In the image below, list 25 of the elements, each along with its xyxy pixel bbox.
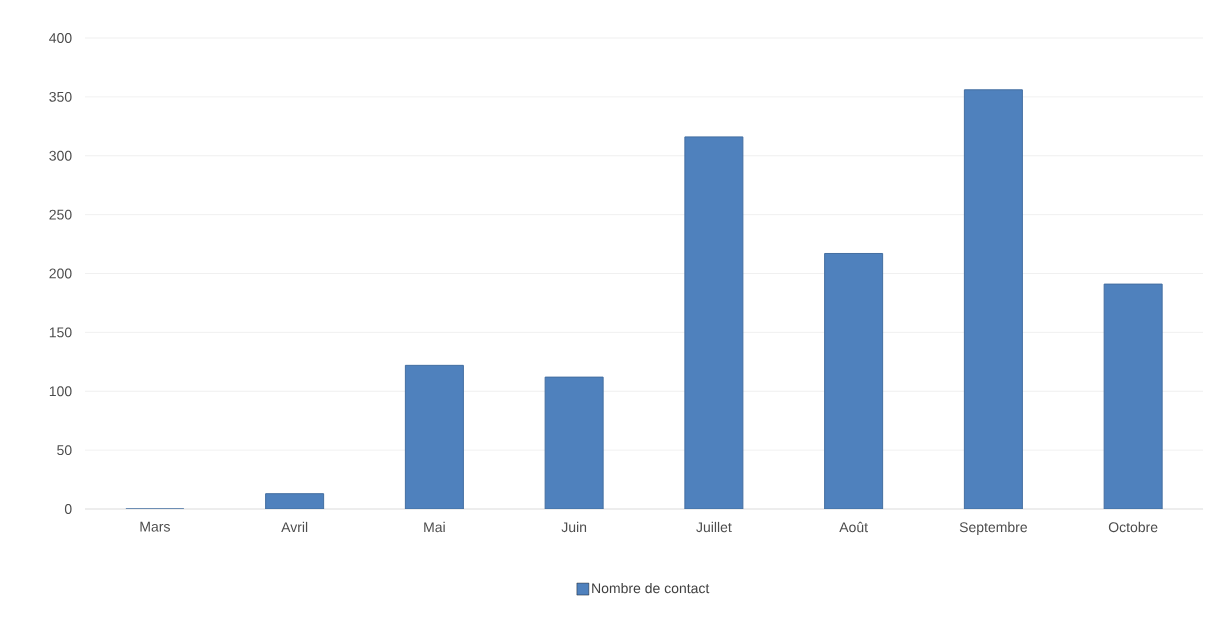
bar: [265, 493, 325, 509]
x-tick-label: Avril: [281, 521, 308, 533]
bar: [824, 252, 884, 509]
y-tick-label: 0: [64, 504, 72, 514]
y-tick-label: 350: [49, 91, 72, 102]
bar: [1103, 283, 1163, 509]
y-tick-label: 200: [49, 268, 72, 279]
y-tick-label: 150: [49, 327, 72, 338]
y-tick-label: 100: [49, 386, 72, 397]
bar: [544, 376, 604, 509]
y-tick-label: 300: [49, 150, 72, 161]
x-tick-label: Août: [839, 521, 868, 533]
y-tick-label: 400: [49, 33, 72, 43]
x-tick-label: Mai: [424, 521, 445, 533]
bar: [963, 89, 1023, 509]
x-tick-label: Juillet: [696, 521, 732, 533]
legend-label: Nombre de contact: [592, 582, 710, 594]
y-tick-label: 250: [49, 209, 72, 220]
x-tick-label: Juin: [561, 521, 587, 533]
x-tick-label: Octobre: [1108, 521, 1158, 533]
bar: [684, 136, 744, 509]
x-tick-label: Mars: [140, 521, 170, 532]
bar: [404, 364, 464, 509]
y-tick-label: 50: [57, 445, 72, 456]
x-tick-label: Septembre: [959, 521, 1028, 535]
